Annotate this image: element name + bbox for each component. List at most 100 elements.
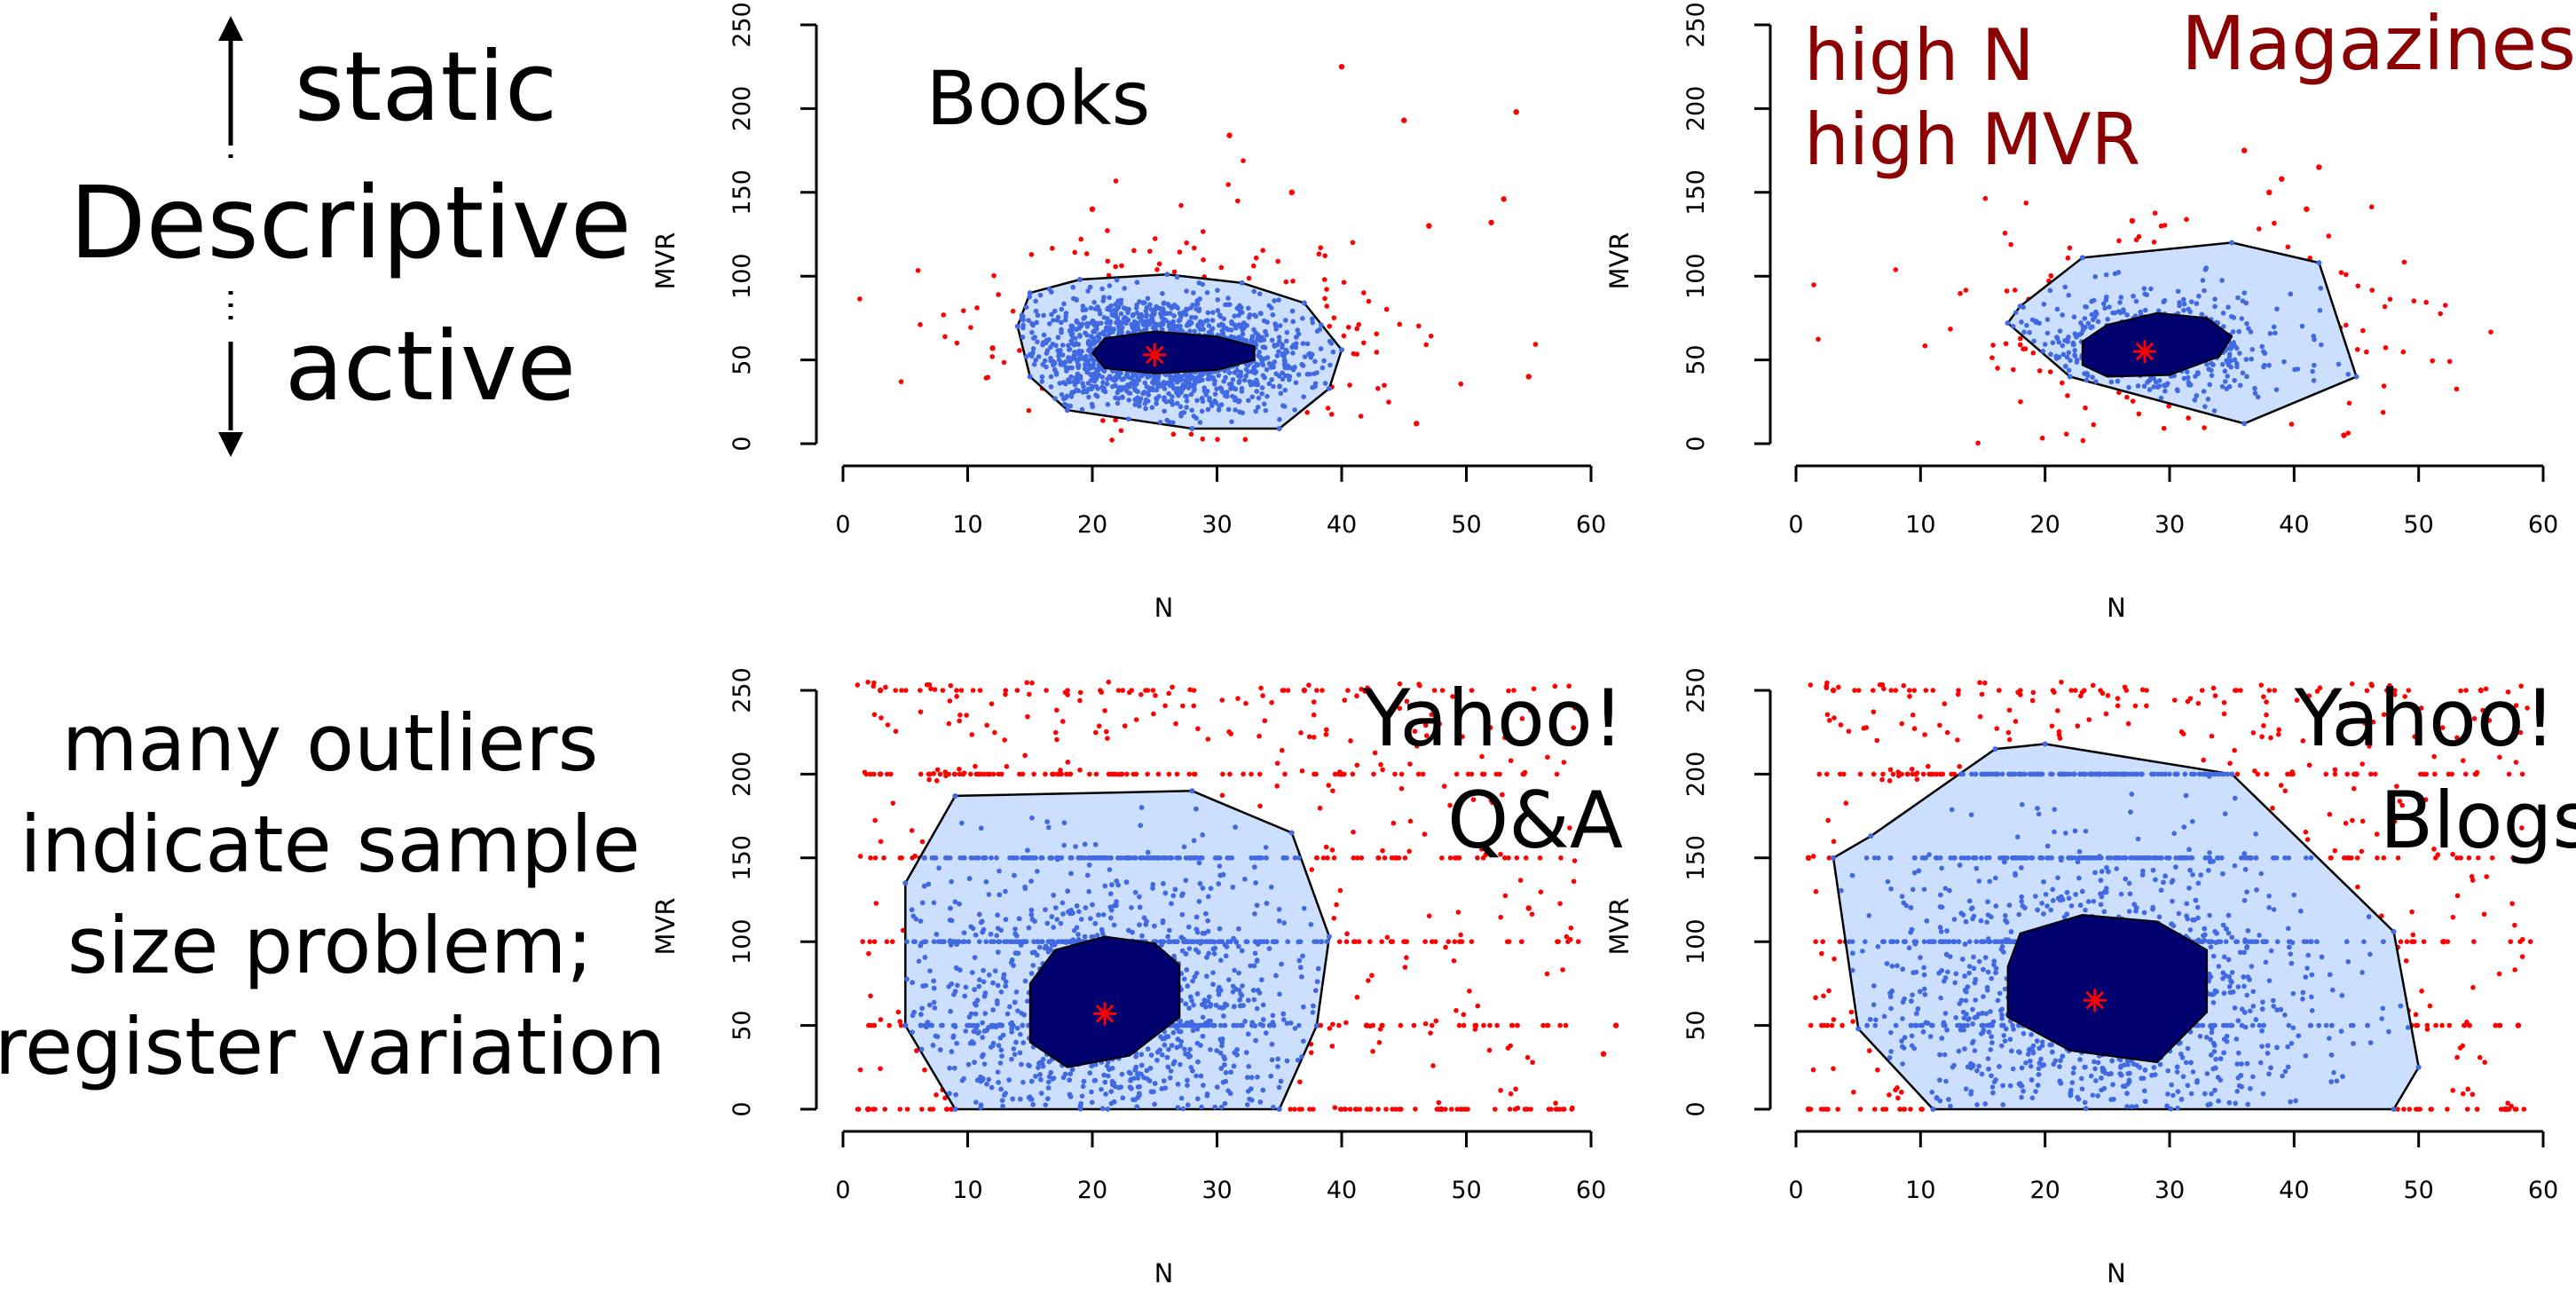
fence-vertex bbox=[1288, 830, 1295, 836]
fence-vertex bbox=[2391, 1107, 2397, 1112]
median-marker bbox=[2083, 989, 2107, 1012]
x-axis-title: N bbox=[1154, 593, 1174, 623]
outlier-point bbox=[2316, 164, 2322, 170]
fence-vertex bbox=[1855, 1026, 1862, 1032]
panel-annotation: high MVR bbox=[1804, 98, 2140, 181]
fence-vertex bbox=[1239, 280, 1245, 286]
outlier-point bbox=[2241, 147, 2248, 154]
panel-label: Blogs bbox=[2380, 775, 2576, 866]
panel-label: Books bbox=[926, 55, 1151, 142]
fence-vertex bbox=[2241, 421, 2248, 427]
outlier-point bbox=[1426, 223, 1432, 229]
x-tick-label: 40 bbox=[2279, 511, 2309, 539]
y-tick-label: 0 bbox=[729, 436, 756, 451]
y-tick-label: 150 bbox=[729, 169, 756, 216]
outliers-line-1: many outliers bbox=[62, 697, 599, 789]
x-tick-label: 10 bbox=[1905, 1177, 1935, 1204]
y-tick-label: 250 bbox=[729, 667, 756, 713]
x-tick-label: 40 bbox=[2279, 1177, 2309, 1204]
outlier-point bbox=[1488, 219, 1494, 225]
outliers-line-3: size problem; bbox=[67, 900, 593, 991]
outlier-point bbox=[1525, 374, 1532, 380]
fence-vertex bbox=[2017, 303, 2023, 310]
fence-vertex bbox=[952, 1107, 958, 1112]
fence-vertex bbox=[1027, 290, 1033, 296]
y-tick-label: 0 bbox=[1682, 436, 1710, 451]
x-tick-label: 50 bbox=[1451, 1177, 1481, 1204]
y-axis: 0 50 100 150 200 250 MVR bbox=[650, 667, 818, 1117]
fence-vertex bbox=[1831, 855, 1837, 861]
y-tick-label: 50 bbox=[729, 1010, 756, 1040]
y-axis-title: MVR bbox=[1604, 897, 1635, 955]
x-axis: 0 10 20 30 40 50 60 N bbox=[835, 1130, 1606, 1288]
outlier-point bbox=[877, 771, 884, 777]
outlier-point bbox=[2515, 1022, 2522, 1028]
fence-vertex bbox=[1992, 746, 1998, 752]
x-tick-label: 40 bbox=[1327, 1177, 1357, 1204]
fence-vertex bbox=[2067, 374, 2073, 380]
fence-vertex bbox=[2079, 255, 2085, 261]
outliers-note: many outliers indicate sample size probl… bbox=[0, 697, 666, 1092]
fence-vertex bbox=[1164, 272, 1170, 278]
fence-vertex bbox=[1027, 374, 1033, 380]
y-tick-label: 250 bbox=[1682, 2, 1710, 48]
x-tick-label: 60 bbox=[1576, 1177, 1606, 1204]
outlier-point bbox=[1438, 1106, 1445, 1113]
x-axis: 0 10 20 30 40 50 60 N bbox=[1788, 1130, 2558, 1288]
label-static: static bbox=[295, 32, 558, 143]
y-tick-label: 150 bbox=[729, 835, 756, 881]
outlier-point bbox=[2279, 176, 2285, 182]
arrow-up-head bbox=[218, 16, 243, 41]
outlier-point bbox=[1805, 855, 1812, 861]
x-tick-label: 20 bbox=[2029, 1177, 2060, 1204]
x-tick-label: 0 bbox=[835, 511, 850, 539]
bag-core bbox=[2081, 311, 2233, 378]
outlier-point bbox=[877, 687, 884, 694]
fence-vertex bbox=[902, 1022, 909, 1028]
outlier-point bbox=[1226, 132, 1233, 138]
y-tick-label: 200 bbox=[1682, 86, 1710, 132]
x-tick-label: 60 bbox=[2528, 1177, 2558, 1204]
x-axis-title: N bbox=[2107, 1258, 2126, 1288]
panel-yahoo-blogs: 0 10 20 30 40 50 60 N 0 50 100 150 200 250 MVR Yahoo! Bl… bbox=[1604, 667, 2576, 1288]
y-tick-label: 250 bbox=[1682, 667, 1710, 713]
fence-vertex bbox=[1868, 833, 1874, 839]
panel-label: Yahoo! bbox=[2294, 673, 2556, 764]
outlier-point bbox=[2266, 189, 2273, 195]
outlier-point bbox=[1525, 905, 1532, 911]
outlier-point bbox=[1363, 1022, 1370, 1028]
bag-core bbox=[1091, 330, 1256, 374]
outlier-points bbox=[1805, 679, 2533, 1113]
fence-vertex bbox=[1313, 1022, 1320, 1028]
outliers-line-4: register variation bbox=[0, 1001, 666, 1092]
y-tick-label: 100 bbox=[729, 253, 756, 299]
y-tick-label: 100 bbox=[1682, 918, 1710, 965]
outliers-line-2: indicate sample bbox=[20, 799, 640, 890]
fence-vertex bbox=[1189, 788, 1195, 794]
x-axis: 0 10 20 30 40 50 60 N bbox=[1788, 464, 2558, 623]
y-tick-label: 50 bbox=[1682, 1010, 1710, 1040]
outlier-point bbox=[1338, 64, 1345, 70]
outlier-point bbox=[864, 1106, 871, 1113]
label-active: active bbox=[285, 311, 576, 422]
fence-vertex bbox=[2391, 928, 2397, 934]
label-descriptive: Descriptive bbox=[69, 166, 632, 281]
outlier-point bbox=[1612, 1022, 1619, 1028]
y-axis: 0 50 100 150 200 250 MVR bbox=[1604, 2, 1772, 452]
bag-core bbox=[2006, 914, 2209, 1064]
bag-core bbox=[1028, 935, 1181, 1068]
outlier-point bbox=[1288, 189, 1296, 195]
arrow-down-head bbox=[218, 432, 243, 457]
outlier-point bbox=[2129, 217, 2136, 225]
x-tick-label: 20 bbox=[2029, 511, 2060, 539]
outlier-point bbox=[1600, 1051, 1607, 1057]
fence-vertex bbox=[1301, 300, 1307, 306]
y-tick-label: 250 bbox=[729, 2, 756, 48]
fence-vertex bbox=[1276, 426, 1282, 432]
outlier-point bbox=[1301, 687, 1308, 694]
outlier-points bbox=[855, 679, 1619, 1113]
x-tick-label: 30 bbox=[2155, 1177, 2185, 1204]
fence-vertex bbox=[1930, 1107, 1936, 1112]
y-tick-label: 50 bbox=[1682, 344, 1710, 374]
x-axis-title: N bbox=[2107, 593, 2126, 623]
